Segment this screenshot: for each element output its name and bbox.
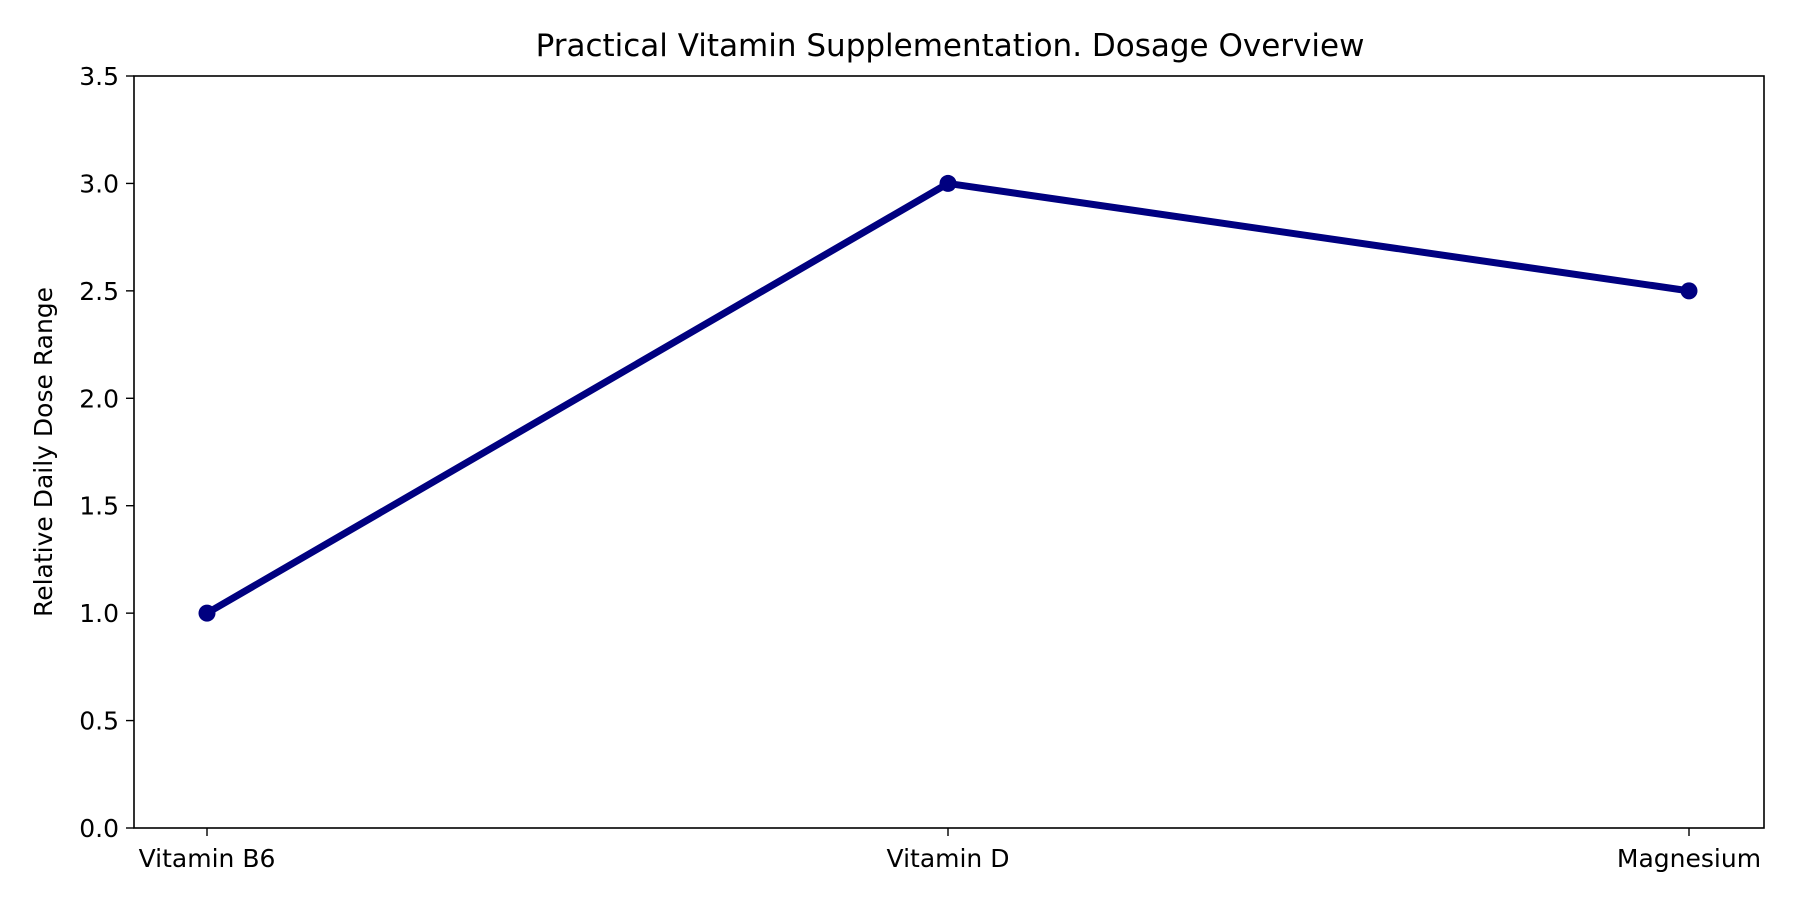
x-tick-label: Vitamin B6	[139, 844, 276, 873]
y-tick-label: 2.0	[79, 384, 119, 413]
y-tick-label: 1.0	[79, 599, 119, 628]
series-layer	[198, 174, 1698, 622]
x-tick-label: Magnesium	[1617, 844, 1761, 873]
y-axis-label: Relative Daily Dose Range	[29, 287, 58, 617]
chart-title: Practical Vitamin Supplementation. Dosag…	[536, 28, 1365, 64]
y-axis-ticks: 0.0 0.5 1.0 1.5 2.0 2.5 3.0 3.5	[79, 62, 134, 843]
series-line	[203, 179, 1693, 617]
plot-frame	[133, 75, 1765, 829]
data-point	[198, 604, 216, 622]
data-point	[939, 174, 957, 192]
x-axis-ticks: Vitamin B6 Vitamin D Magnesium	[139, 828, 1761, 873]
x-tick-label: Vitamin D	[887, 844, 1010, 873]
data-point	[1680, 282, 1698, 300]
y-tick-label: 0.0	[79, 814, 119, 843]
y-tick-label: 2.5	[79, 277, 119, 306]
y-tick-label: 1.5	[79, 492, 119, 521]
y-tick-label: 0.5	[79, 707, 119, 736]
y-tick-label: 3.5	[79, 62, 119, 91]
y-tick-label: 3.0	[79, 169, 119, 198]
